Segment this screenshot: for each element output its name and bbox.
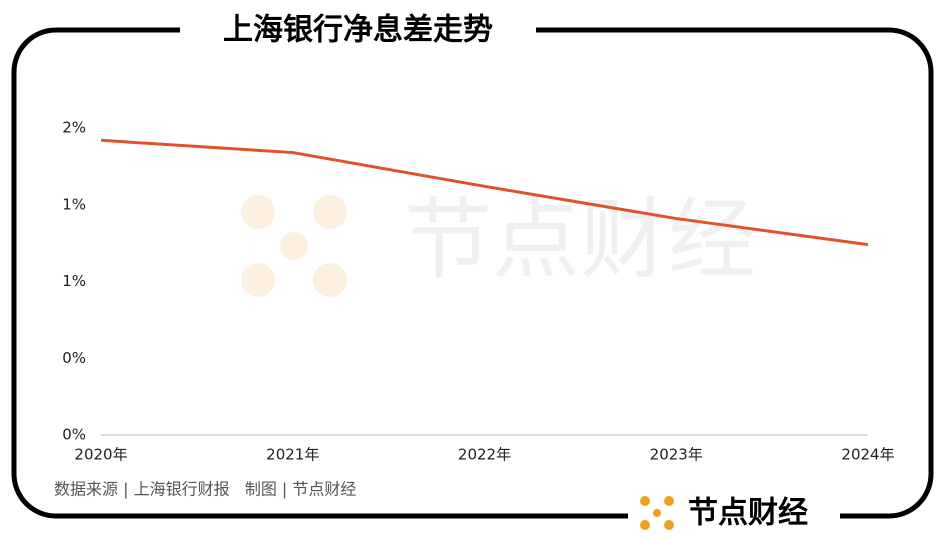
x-tick-label: 2024年 bbox=[841, 446, 894, 464]
source: 数据来源 | 上海银行财报 制图 | 节点财经 bbox=[54, 480, 356, 499]
title-bg bbox=[180, 10, 536, 50]
y-tick-label: 0% bbox=[62, 349, 86, 367]
x-tick-label: 2020年 bbox=[74, 446, 127, 464]
y-tick-label: 1% bbox=[62, 272, 86, 290]
x-tick-label: 2022年 bbox=[458, 446, 511, 464]
y-tick-label: 2% bbox=[62, 119, 86, 137]
x-tick-label: 2023年 bbox=[650, 446, 703, 464]
logo-bg bbox=[628, 490, 840, 540]
y-tick-label: 0% bbox=[62, 426, 86, 444]
chart-title: 上海银行净息差走势 bbox=[223, 13, 493, 48]
line bbox=[100, 138, 869, 247]
x-tick-label: 2021年 bbox=[266, 446, 319, 464]
watermark: 节点财经 bbox=[404, 188, 756, 291]
watermark-icon bbox=[241, 195, 347, 297]
y-tick-label: 1% bbox=[62, 195, 86, 213]
logo-icon bbox=[640, 496, 674, 530]
logo: 节点财经 bbox=[688, 496, 808, 531]
